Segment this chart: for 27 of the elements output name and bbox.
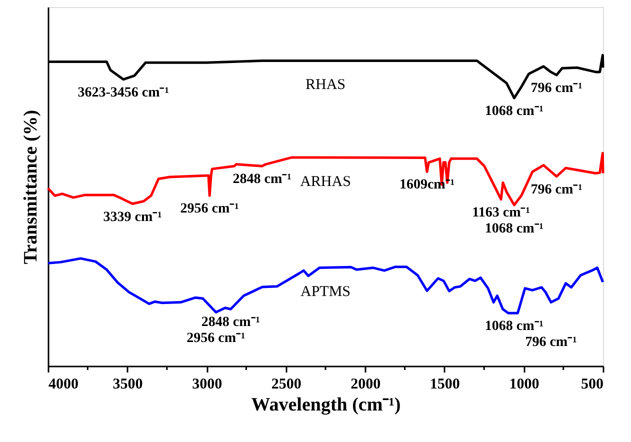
annotation: 2956 cm⁻¹ — [186, 331, 246, 346]
annotation: 796 cm⁻¹ — [525, 335, 577, 350]
series-label: RHAS — [305, 77, 346, 94]
annotation: 1163 cm⁻¹ — [472, 205, 530, 220]
x-tick-label: 500 — [581, 376, 604, 392]
x-tick-label: 2500 — [271, 376, 302, 392]
annotation: 2848 cm⁻¹ — [232, 172, 292, 188]
x-tick-label: 1000 — [509, 376, 540, 392]
x-tick-label: 4000 — [48, 376, 78, 392]
x-axis-title: Wavelength (cm⁻¹) — [251, 394, 401, 416]
series-label: ARHAS — [300, 174, 351, 190]
annotation: 796 cm⁻¹ — [530, 182, 582, 198]
annotation: 3623-3456 cm⁻¹ — [78, 85, 169, 100]
x-tick-label: 2000 — [350, 376, 381, 392]
annotation: 1609cm⁻¹ — [399, 178, 455, 193]
annotation: 1068 cm⁻¹ — [484, 104, 544, 120]
series-label: APTMS — [300, 284, 351, 300]
annotation: 796 cm⁻¹ — [530, 81, 582, 96]
x-tick-label: 3000 — [192, 376, 222, 392]
annotation: 1068 cm⁻¹ — [484, 221, 544, 236]
annotation: 2956 cm⁻¹ — [180, 202, 239, 217]
y-axis-title: Transmittance (%) — [20, 110, 42, 264]
x-tick-label: 1500 — [430, 376, 460, 392]
x-tick-label: 3500 — [112, 376, 143, 392]
annotation: 3339 cm⁻¹ — [103, 210, 162, 225]
annotation: 2848 cm⁻¹ — [201, 315, 260, 330]
annotation: 1068 cm⁻¹ — [484, 319, 544, 334]
